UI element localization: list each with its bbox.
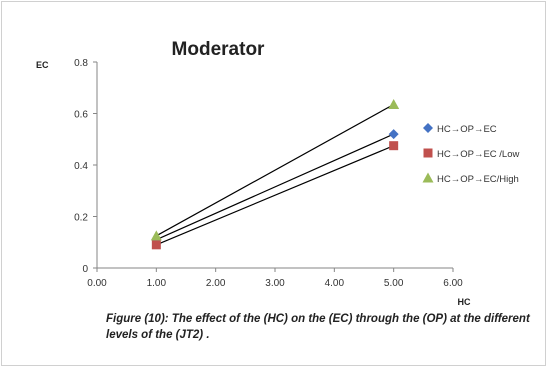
axes: 0 0.2 0.4 0.6 0.8 0.00 1.00 2.00 3.00 4.00 5.00 6.0…	[74, 58, 463, 289]
series-line-2	[156, 145, 394, 246]
x-tick-label: 4.00	[325, 278, 345, 289]
x-tick-label: 3.00	[265, 278, 285, 289]
data-point-series-1	[388, 129, 399, 140]
x-tick-label: 5.00	[384, 278, 404, 289]
legend-label-1: HC→OP→EC	[437, 124, 497, 135]
data-point-series-2	[151, 240, 161, 250]
y-axis-label: EC	[36, 60, 49, 70]
legend-marker-1	[423, 123, 433, 133]
y-tick-label: 0.8	[74, 58, 88, 69]
series-lines	[156, 103, 394, 246]
legend-label-3: HC→OP→EC/High	[437, 174, 519, 185]
data-point-series-2	[389, 141, 399, 151]
x-tick-label: 6.00	[443, 278, 463, 289]
y-tick-label: 0.4	[74, 161, 88, 172]
figure-caption: Figure (10): The effect of the (HC) on t…	[106, 313, 530, 341]
data-point-series-3	[388, 98, 400, 109]
x-tick-label: 1.00	[147, 278, 167, 289]
y-tick-label: 0.6	[74, 110, 88, 121]
data-point-series-3	[150, 230, 162, 241]
series-line-1	[156, 133, 394, 241]
x-tick-label: 0.00	[87, 278, 107, 289]
y-tick-label: 0	[82, 264, 88, 275]
y-tick-label: 0.2	[74, 213, 88, 224]
legend-marker-2	[423, 148, 433, 158]
x-tick-label: 2.00	[206, 278, 226, 289]
chart-title: Moderator	[172, 39, 266, 60]
legend-marker-3	[422, 172, 434, 183]
x-axis-label: HC	[458, 297, 471, 307]
legend: HC→OP→EC HC→OP→EC /Low HC→OP→EC/High	[422, 123, 519, 185]
legend-label-2: HC→OP→EC /Low	[437, 149, 519, 160]
series-markers	[150, 98, 400, 250]
series-line-3	[156, 103, 394, 237]
